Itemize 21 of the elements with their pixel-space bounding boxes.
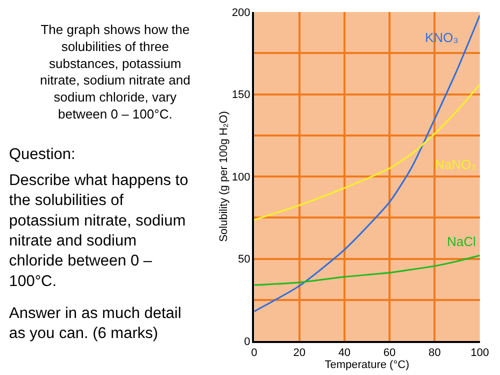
series-label: NaCl — [447, 234, 476, 249]
x-axis-title: Temperature (°C) — [324, 358, 410, 371]
x-tick-label: 100 — [470, 346, 489, 359]
x-tick-label: 60 — [383, 346, 396, 359]
y-tick-label: 0 — [244, 336, 250, 348]
x-tick-label: 80 — [428, 346, 441, 359]
y-tick-label: 150 — [232, 89, 250, 102]
text: Question: — [9, 146, 76, 163]
line-series — [254, 84, 480, 221]
x-tick-label: 40 — [338, 346, 351, 359]
y-axis-title: Solubility (g per 100g H₂O) — [218, 111, 230, 242]
text: Answer in as much detail as you can. (6 marks) — [9, 305, 182, 342]
y-tick-label: 100 — [232, 171, 250, 184]
text: Describe what happens to the solubilities of potassium nitrate, sodium nitrate and sodium chloride between 0 – 100°C. — [9, 172, 188, 290]
text: The graph shows how the solubilities of three substances, potassium nitrate, sodium nitrate and sodium chloride, vary between 0 – 100°C. — [40, 22, 190, 122]
line-series — [254, 14, 480, 312]
y-tick-label: 50 — [238, 254, 250, 266]
x-tick-label: 20 — [293, 346, 306, 359]
series-label: NaNO₃ — [435, 157, 476, 172]
line-series — [254, 254, 480, 286]
y-tick-label: 200 — [232, 6, 250, 19]
